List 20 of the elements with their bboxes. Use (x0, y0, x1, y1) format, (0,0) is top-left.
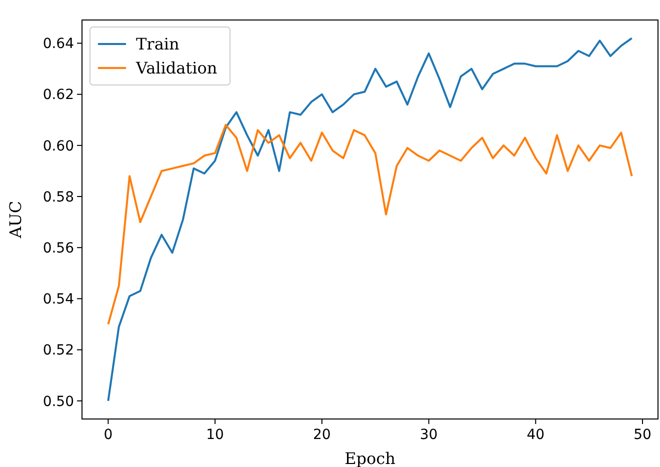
x-tick-label: 40 (526, 427, 545, 443)
line-series (107, 37, 633, 402)
y-tick-label: 0.54 (42, 292, 74, 308)
y-tick-label: 0.60 (42, 138, 74, 154)
y-tick-label: 0.62 (42, 87, 74, 104)
legend-label: Train (136, 34, 180, 54)
y-tick-label: 0.56 (42, 240, 74, 256)
line-series (107, 124, 633, 326)
x-tick-label: 0 (104, 427, 113, 443)
y-tick-label: 0.52 (42, 342, 74, 359)
x-axis-title: Epoch (344, 449, 396, 467)
y-tick-label: 0.58 (42, 189, 74, 206)
x-tick-label: 20 (312, 427, 331, 443)
y-axis-title: AUC (6, 200, 25, 240)
x-tick-label: 50 (634, 427, 652, 443)
legend-label: Validation (135, 58, 218, 78)
x-tick-label: 10 (206, 427, 224, 443)
y-tick-label: 0.50 (42, 394, 74, 410)
y-tick-label: 0.64 (42, 36, 74, 52)
x-tick-label: 30 (420, 427, 438, 443)
